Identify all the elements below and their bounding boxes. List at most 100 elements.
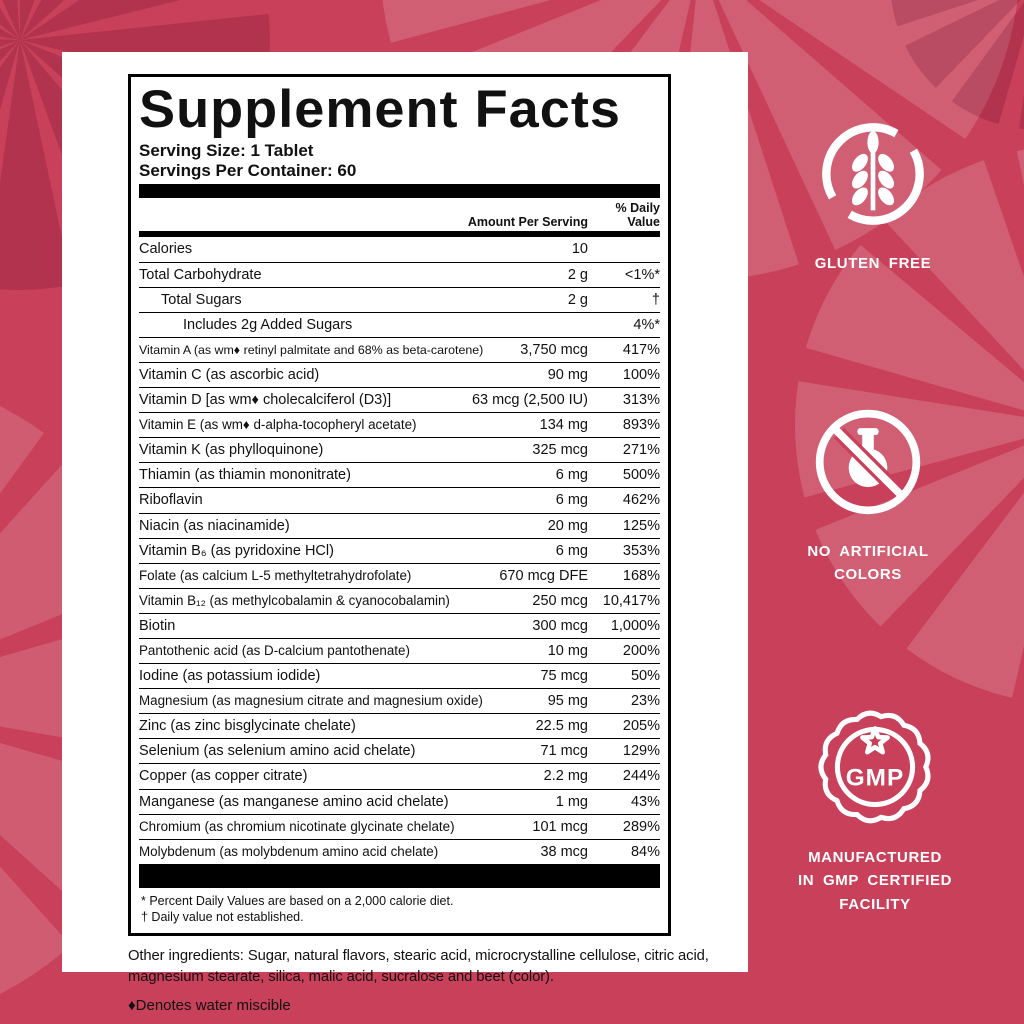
nutrient-daily-value: 417% [622,341,660,358]
nutrient-daily-value: 23% [630,693,660,710]
divider-medium-bar [139,231,660,238]
table-row: Includes 2g Added Sugars 4%* [139,311,660,337]
nutrient-amount: 22.5 mg [535,718,588,735]
nutrient-name: Vitamin K (as phylloquinone) [139,442,324,459]
table-row: Iodine (as potassium iodide) 75 mcg 50% [139,663,660,688]
table-row: Molybdenum (as molybdenum amino acid che… [139,838,660,864]
badge-label-line: GLUTEN FREE [814,255,932,272]
nutrient-amount: 1 mg [555,793,588,810]
table-row: Niacin (as niacinamide) 20 mg 125% [139,512,660,538]
nutrient-daily-value: 313% [622,392,660,409]
badge-no-artificial-colors: NO ARTIFICIAL COLORS [788,404,948,587]
nutrient-name: Zinc (as zinc bisglycinate chelate) [139,718,356,735]
table-row: Manganese (as manganese amino acid chela… [139,788,660,814]
table-row: Calories 10 [139,237,660,261]
column-header-row: Amount Per Serving % Daily Value [139,198,660,231]
divider-bottom-bar [139,863,660,888]
nutrient-amount: 2 g [567,266,588,283]
table-row: Vitamin A (as wm♦ retinyl palmitate and … [139,336,660,362]
footnote-not-established: † Daily value not established. [141,910,304,925]
nutrient-amount: 325 mcg [532,442,588,459]
table-row: Zinc (as zinc bisglycinate chelate) 22.5… [139,713,660,738]
nutrient-amount: 101 mcg [532,818,588,835]
nutrient-daily-value: 84% [630,843,660,860]
nutrient-name: Includes 2g Added Sugars [183,316,353,333]
nutrient-daily-value: 271% [622,442,660,459]
table-row: Copper (as copper citrate) 2.2 mg 244% [139,763,660,788]
table-row: Pantothenic acid (as D-calcium pantothen… [139,637,660,663]
table-row: Magnesium (as magnesium citrate and magn… [139,688,660,713]
column-header-daily-value: % Daily Value [615,201,660,230]
servings-per-container: Servings Per Container: 60 [139,160,357,180]
nutrient-amount: 250 mcg [532,592,588,609]
badge-label-line: COLORS [834,566,902,584]
gmp-badge-icon: GMP [818,710,931,824]
nutrient-daily-value: 1,000% [610,617,660,634]
nutrient-amount: 63 mcg (2,500 IU) [471,392,588,409]
nutrient-name: Copper (as copper citrate) [139,768,308,785]
footnotes: * Percent Daily Values are based on a 2,… [139,888,660,928]
nutrient-amount: 2 g [567,291,588,308]
table-row: Total Carbohydrate 2 g <1%* [139,261,660,287]
badge-label-line: IN GMP CERTIFIED [798,872,952,890]
nutrient-amount: 6 mg [555,467,588,484]
nutrient-amount: 90 mg [547,366,588,383]
nutrient-daily-value: 289% [622,818,660,835]
nutrient-name: Thiamin (as thiamin mononitrate) [139,467,351,484]
nutrient-daily-value: 100% [622,366,660,383]
nutrient-name: Total Sugars [161,291,242,308]
nutrient-daily-value: <1%* [624,266,660,283]
table-row: Selenium (as selenium amino acid chelate… [139,738,660,763]
footnote-daily-values: * Percent Daily Values are based on a 2,… [141,893,454,908]
nutrient-amount: 95 mg [547,693,588,710]
table-row: Vitamin D [as wm♦ cholecalciferol (D3)] … [139,387,660,412]
nutrient-amount: 3,750 mcg [520,341,588,358]
badge-label-line: FACILITY [839,895,911,913]
badge-label: GLUTEN FREE [815,252,931,275]
nutrient-daily-value: 205% [622,718,660,735]
nutrient-daily-value: 50% [630,668,660,685]
badge-label-line: NO ARTIFICIAL [807,543,929,560]
table-row: Vitamin K (as phylloquinone) 325 mcg 271… [139,437,660,462]
nutrient-name: Riboflavin [139,492,203,509]
no-artificial-colors-icon [815,409,921,515]
nutrient-daily-value: 125% [622,517,660,534]
broken-circle [822,123,924,225]
panel-title: Supplement Facts [139,80,621,139]
nutrient-amount: 38 mcg [540,843,588,860]
divider-thick-bar [139,184,660,199]
badge-label-line: MANUFACTURED [808,849,942,866]
star-icon [860,726,890,755]
nutrient-name: Vitamin B₆ (as pyridoxine HCl) [139,542,334,559]
table-row: Total Sugars 2 g † [139,286,660,312]
water-miscible-note: ♦Denotes water miscible [128,997,291,1015]
nutrient-daily-value: 168% [622,567,660,584]
table-row: Vitamin B₆ (as pyridoxine HCl) 6 mg 353% [139,537,660,563]
nutrient-amount: 134 mg [539,417,588,434]
gluten-free-icon [822,123,924,225]
badge-gmp-certified: GMP MANUFACTURED IN GMP CERTIFIED FACILI… [790,702,960,916]
nutrient-daily-value: 500% [622,467,660,484]
nutrient-name: Vitamin C (as ascorbic acid) [139,366,320,383]
nutrient-daily-value: 43% [630,793,660,810]
nutrient-name: Molybdenum (as molybdenum amino acid che… [139,843,439,859]
nutrient-amount: 2.2 mg [543,768,588,785]
nutrient-daily-value: 893% [622,417,660,434]
nutrient-name: Pantothenic acid (as D-calcium pantothen… [139,642,410,658]
column-header-amount: Amount Per Serving [467,215,588,230]
nutrient-name: Iodine (as potassium iodide) [139,668,321,685]
nutrient-daily-value: 353% [622,542,660,559]
nutrient-name: Vitamin A (as wm♦ retinyl palmitate and … [139,342,484,357]
table-row: Vitamin C (as ascorbic acid) 90 mg 100% [139,361,660,387]
nutrient-amount: 10 [571,241,588,258]
nutrient-amount: 670 mcg DFE [499,567,588,584]
nutrient-name: Magnesium (as magnesium citrate and magn… [139,693,483,709]
nutrient-name: Chromium (as chromium nicotinate glycina… [139,818,455,834]
table-row: Vitamin E (as wm♦ d-alpha-tocopheryl ace… [139,412,660,437]
nutrient-name: Calories [139,241,193,258]
nutrient-amount: 71 mcg [540,743,588,760]
nutrient-amount: 6 mg [555,542,588,559]
nutrient-name: Total Carbohydrate [139,266,262,283]
nutrient-name: Manganese (as manganese amino acid chela… [139,793,449,810]
badge-label: NO ARTIFICIAL COLORS [807,540,928,587]
